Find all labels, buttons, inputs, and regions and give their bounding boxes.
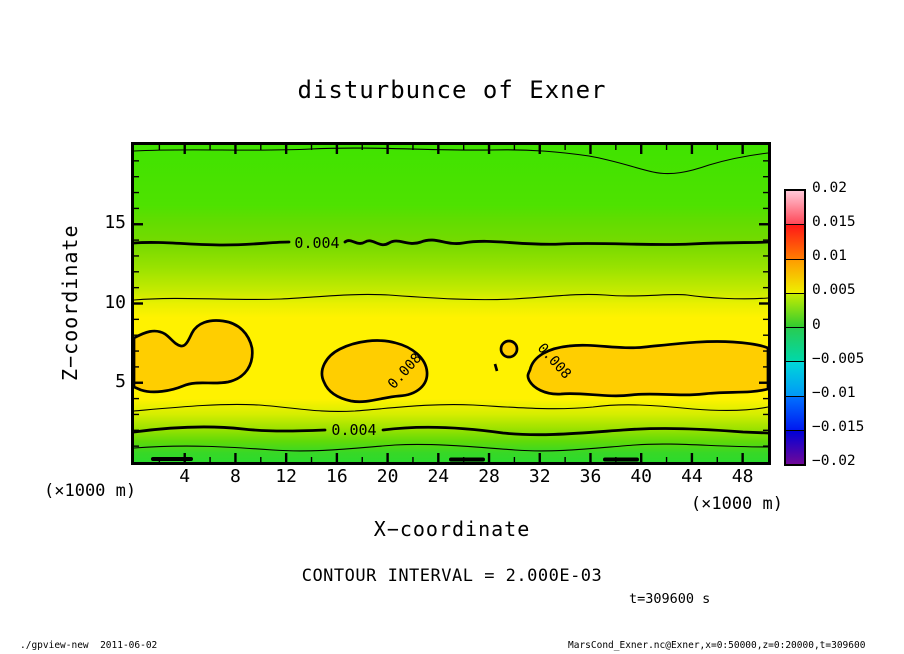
x-tick-label: 20 xyxy=(376,466,399,487)
time-caption: t=309600 s xyxy=(629,591,711,607)
colorbar-tick-label: −0.015 xyxy=(812,418,865,435)
x-tick-label: 32 xyxy=(528,466,551,487)
plot-frame xyxy=(131,142,771,465)
colorbar-tick-label: 0.015 xyxy=(812,214,856,231)
x-tick-label: 44 xyxy=(681,466,703,487)
blob-tiny-mark xyxy=(493,363,499,372)
z-tick-label: 15 xyxy=(104,212,126,234)
x-tick-label: 40 xyxy=(630,466,653,487)
footer-program-info: ./gpview-new 2011-06-02 xyxy=(20,640,158,651)
x-tick-label: 36 xyxy=(579,466,602,487)
contour-plot-panel: 0.004 0.004 0.008 0.008 xyxy=(131,142,771,465)
contour-blobs-0008 xyxy=(132,319,770,404)
contour-label-lower-0004: 0.004 xyxy=(331,421,376,439)
colorbar-tick-label: 0.02 xyxy=(812,180,847,196)
colorbar-segment xyxy=(786,293,804,328)
colorbar xyxy=(784,189,806,466)
x-axis-unit-label: (×1000 m) xyxy=(690,494,783,514)
contour-fill-field xyxy=(134,145,768,462)
x-tick-label: 28 xyxy=(478,466,500,487)
blob-small xyxy=(499,339,519,359)
z-axis-title: Z−coordinate xyxy=(58,224,82,382)
colorbar-segment xyxy=(786,328,804,363)
colorbar-segment xyxy=(786,225,804,260)
x-tick-label: 8 xyxy=(230,466,241,487)
z-tick-label: 10 xyxy=(104,291,126,313)
blob-middle xyxy=(320,339,429,404)
z-axis-unit-label: (×1000 m) xyxy=(44,481,137,501)
colorbar-segment xyxy=(786,396,804,431)
colorbar-segment xyxy=(786,430,804,464)
contour-plot-canvas: 0.004 0.004 0.008 0.008 xyxy=(131,142,771,465)
x-tick-label: 12 xyxy=(275,466,297,487)
colorbar-tick-label: −0.005 xyxy=(812,350,865,367)
blob-left xyxy=(132,319,254,394)
z-tick-label: 5 xyxy=(115,370,126,392)
blob-right xyxy=(526,340,770,398)
page-title: disturbunce of Exner xyxy=(297,76,607,104)
colorbar-tick-label: 0.01 xyxy=(812,248,847,265)
colorbar-tick-label: −0.02 xyxy=(812,453,856,469)
contour-interval-caption: CONTOUR INTERVAL = 2.000E-03 xyxy=(301,566,603,586)
axis-ticks xyxy=(134,145,768,462)
x-axis-title: X−coordinate xyxy=(373,517,531,541)
colorbar-tick-label: 0 xyxy=(812,316,821,333)
footer-file-info: MarsCond_Exner.nc@Exner,x=0:50000,z=0:20… xyxy=(568,640,866,651)
x-tick-label: 24 xyxy=(427,466,450,487)
colorbar-segment xyxy=(786,259,804,294)
contour-label-upper-0004: 0.004 xyxy=(294,234,339,252)
x-tick-label: 16 xyxy=(326,466,348,487)
x-tick-label: 48 xyxy=(731,466,754,487)
colorbar-segment xyxy=(786,191,804,226)
colorbar-segment xyxy=(786,362,804,397)
colorbar-tick-label: 0.005 xyxy=(812,282,856,299)
x-tick-label: 4 xyxy=(179,466,191,487)
colorbar-tick-label: −0.01 xyxy=(812,384,856,401)
